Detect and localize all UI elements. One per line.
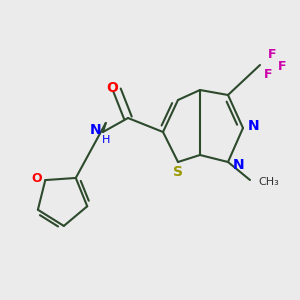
Text: O: O [106, 81, 118, 95]
Text: F: F [264, 68, 272, 82]
Text: F: F [278, 61, 286, 74]
Text: N: N [89, 123, 101, 137]
Text: O: O [32, 172, 42, 184]
Text: S: S [173, 165, 183, 179]
Text: N: N [248, 119, 260, 133]
Text: CH₃: CH₃ [258, 177, 279, 187]
Text: H: H [102, 135, 110, 145]
Text: F: F [268, 49, 276, 62]
Text: N: N [233, 158, 244, 172]
